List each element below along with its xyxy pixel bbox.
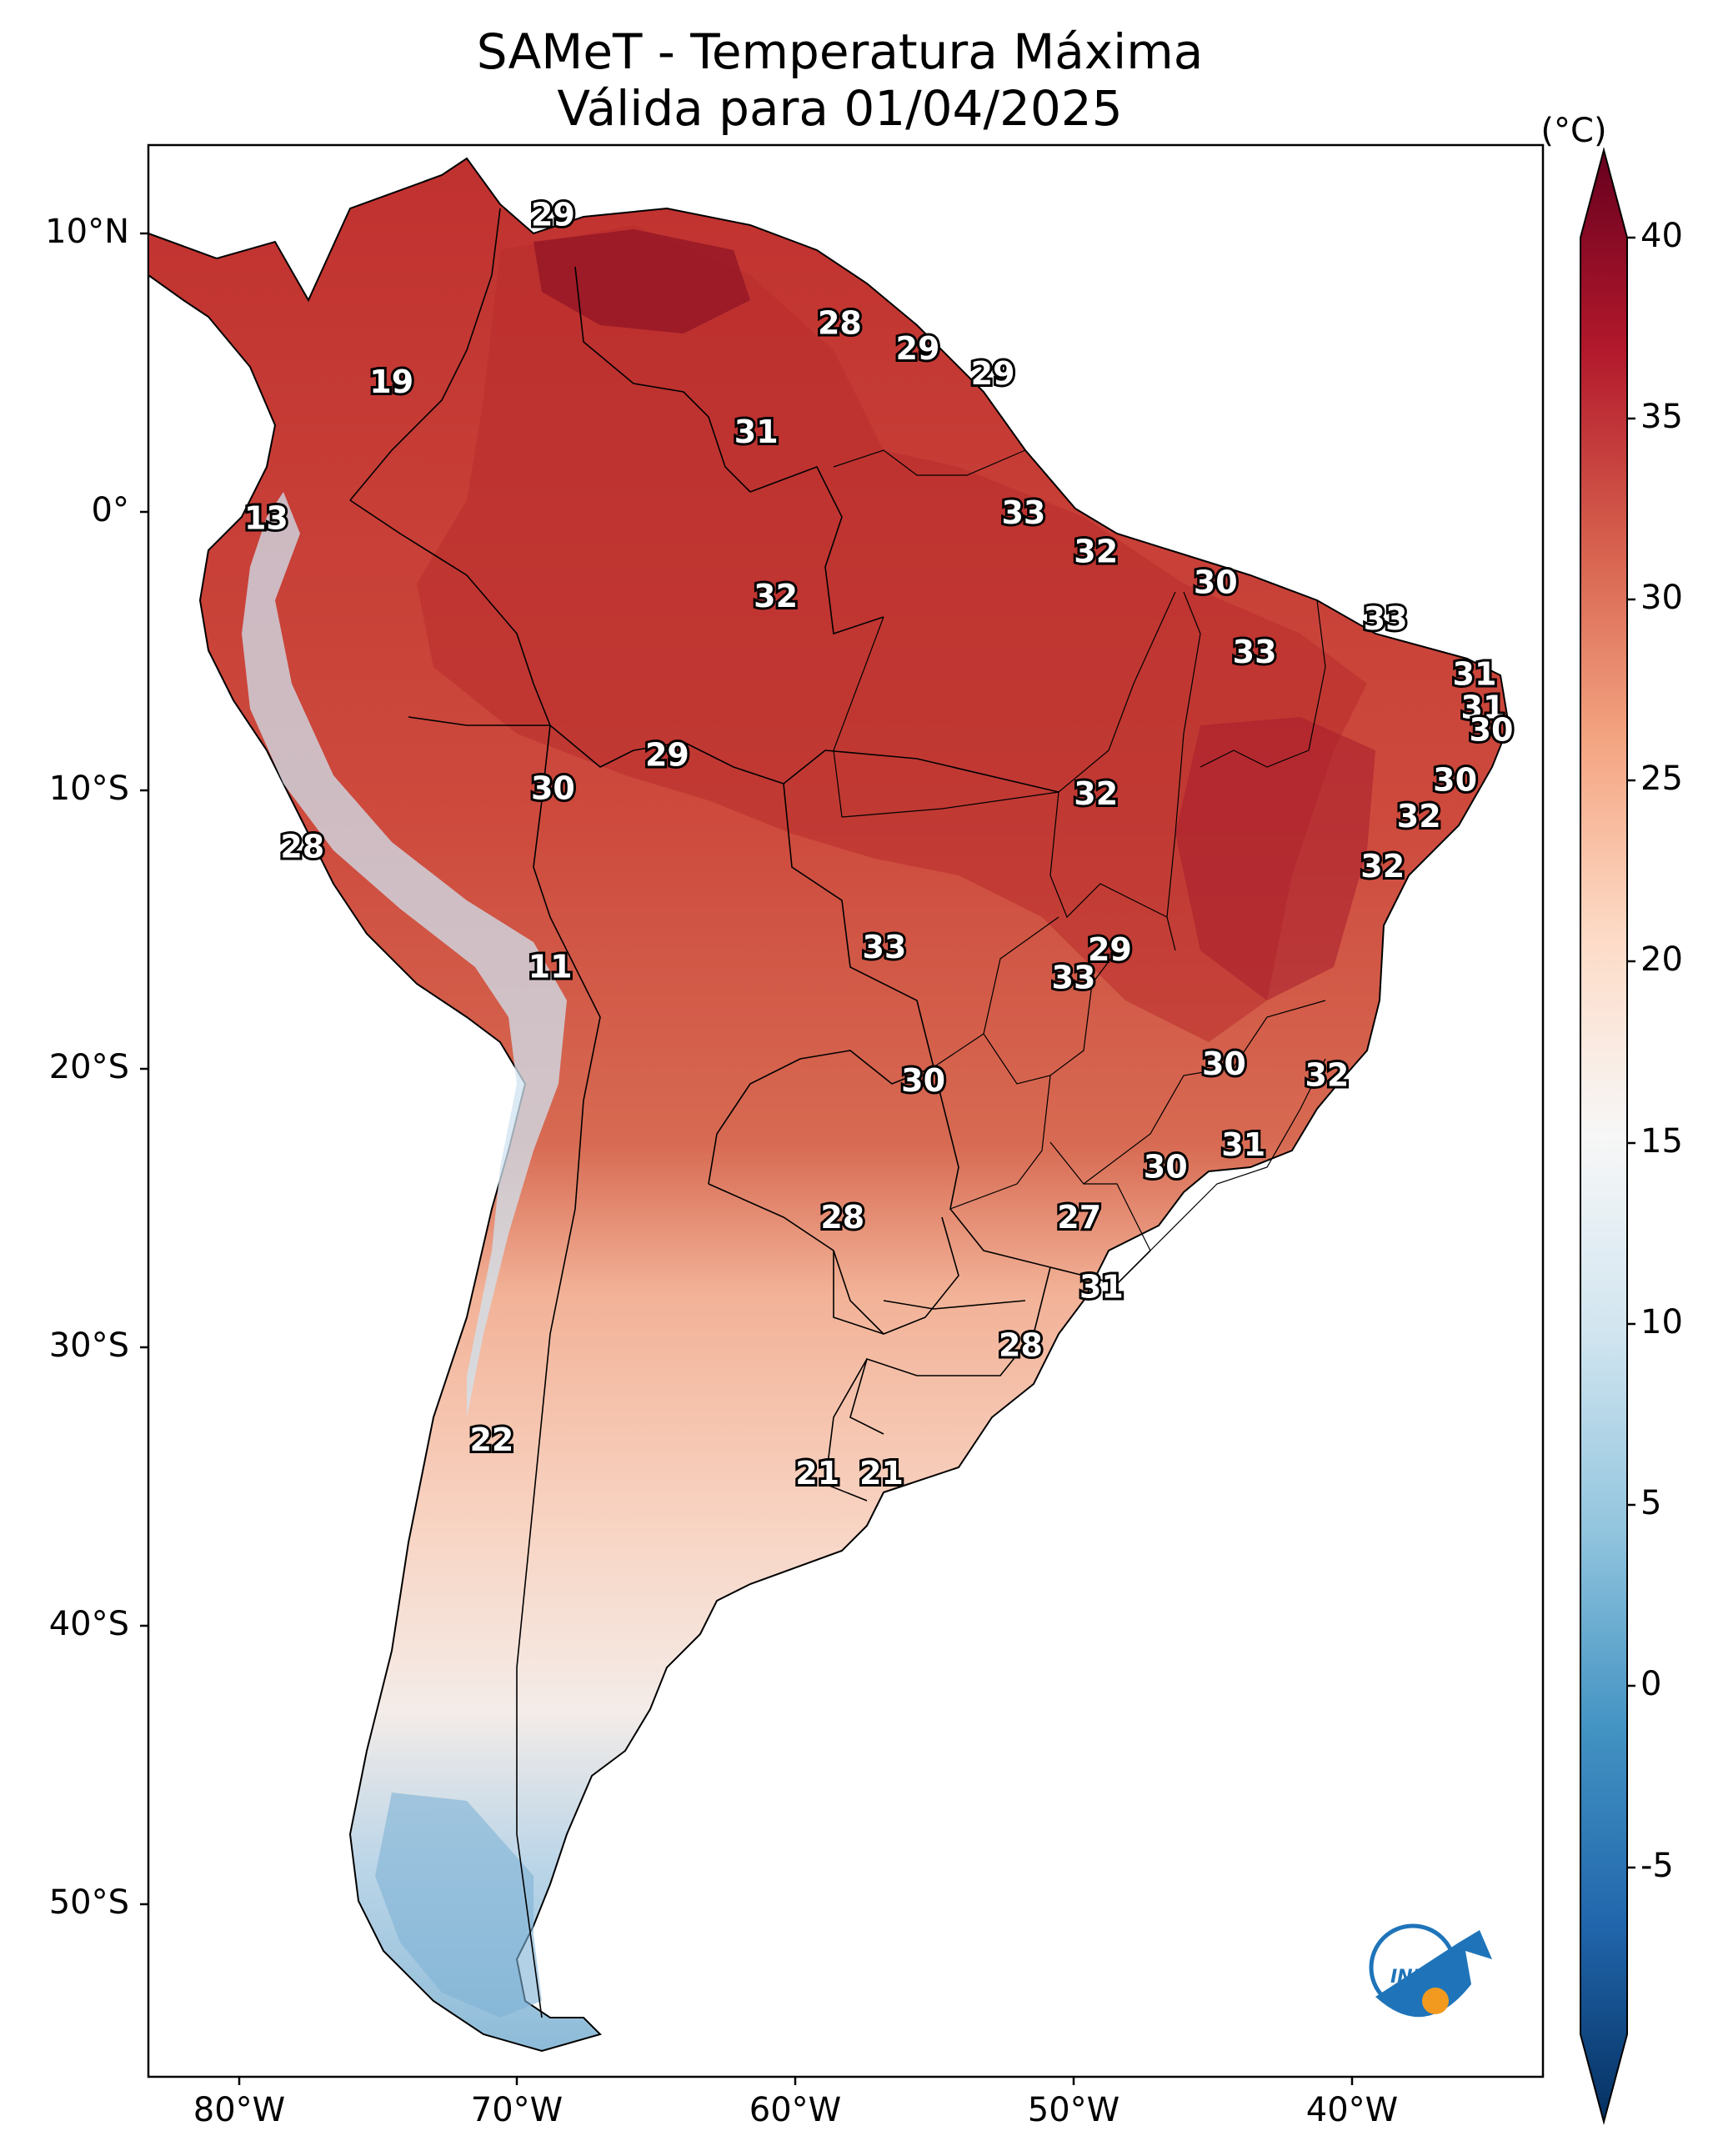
inpe-logo-text: INPE	[1390, 1967, 1439, 1988]
temperature-label-20: 32	[1397, 798, 1441, 835]
temperature-label-1: 28	[818, 305, 862, 342]
colorbar-tick-0: 0	[1640, 1665, 1661, 1703]
lat-label-30s: 30°S	[49, 1326, 129, 1365]
inpe-sun-icon	[1422, 1988, 1449, 2014]
andes-cool-band	[242, 492, 567, 1417]
temperature-label-8: 32	[1074, 534, 1118, 570]
temperature-label-4: 19	[369, 364, 413, 400]
lat-label-50s: 50°S	[49, 1883, 129, 1922]
temperature-label-34: 31	[1079, 1268, 1124, 1305]
temperature-label-12: 33	[1233, 634, 1277, 670]
temperature-label-23: 33	[862, 929, 906, 965]
temperature-label-27: 30	[1202, 1045, 1246, 1082]
temperature-label-30: 31	[1221, 1126, 1265, 1163]
hot-zone-bahia	[1175, 717, 1375, 1000]
axis-ticks	[140, 232, 1354, 2085]
temperature-label-36: 22	[469, 1421, 513, 1458]
temperature-label-33: 27	[1057, 1199, 1101, 1236]
country-borders	[349, 208, 1151, 2018]
colorbar-tick-25: 25	[1640, 760, 1683, 798]
temperature-label-11: 32	[754, 578, 798, 614]
temperature-label-0: 29	[531, 197, 575, 233]
temperature-label-3: 29	[971, 355, 1015, 392]
temperature-label-22: 32	[1360, 848, 1405, 885]
temperature-label-21: 28	[280, 829, 324, 865]
temperature-label-14: 31	[1461, 689, 1505, 726]
lon-label-40w: 40°W	[1306, 2091, 1398, 2129]
temperature-label-24: 29	[1088, 931, 1132, 968]
temperature-label-10: 33	[1364, 600, 1408, 637]
temperature-label-29: 30	[901, 1062, 945, 1099]
colorbar-tick-20: 20	[1640, 940, 1683, 979]
temperature-label-2: 29	[896, 330, 940, 367]
lat-label-10n: 10°N	[45, 213, 129, 251]
temperature-label-13: 31	[1453, 656, 1497, 693]
temperature-label-26: 11	[528, 948, 573, 985]
colorbar-tick-15: 15	[1640, 1122, 1683, 1161]
temperature-label-31: 30	[1144, 1149, 1188, 1186]
temperature-label-37: 21	[795, 1455, 839, 1492]
temperature-label-15: 30	[1470, 711, 1514, 748]
map-subtitle: Válida para 01/04/2025	[557, 80, 1123, 137]
colorbar-tick-40: 40	[1640, 217, 1683, 255]
lon-label-70w: 70°W	[471, 2091, 563, 2129]
lat-label-40s: 40°S	[49, 1605, 129, 1643]
lat-label-10s: 10°S	[49, 770, 129, 808]
colorbar-tick-35: 35	[1640, 398, 1683, 436]
temperature-label-17: 30	[531, 770, 575, 807]
map-title: SAMeT - Temperatura Máxima	[476, 23, 1204, 80]
colorbar-unit: (°C)	[1540, 112, 1606, 150]
hottest-zone-venezuela	[533, 229, 750, 333]
lat-label-0: 0°	[92, 491, 129, 529]
state-borders	[833, 449, 1326, 1251]
temperature-label-9: 30	[1194, 564, 1238, 600]
temperature-label-5: 31	[734, 414, 779, 450]
inpe-arrow-icon	[1375, 1930, 1492, 2018]
lon-label-50w: 50°W	[1028, 2091, 1119, 2129]
colorbar-scale	[1580, 147, 1628, 2125]
colorbar-tick-30: 30	[1640, 579, 1683, 617]
temperature-label-32: 28	[820, 1199, 864, 1236]
temperature-label-25: 33	[1052, 960, 1096, 996]
temperature-label-38: 21	[859, 1455, 904, 1492]
colorbar-tick-minus5: -5	[1640, 1847, 1674, 1885]
colorbar-tick-10: 10	[1640, 1303, 1683, 1341]
patagonia-cold-zone	[375, 1792, 542, 2018]
lon-label-60w: 60°W	[749, 2091, 841, 2129]
temperature-label-35: 28	[999, 1327, 1043, 1364]
temperature-label-28: 32	[1305, 1057, 1349, 1094]
temperature-label-16: 29	[645, 736, 689, 773]
temperature-label-18: 32	[1074, 775, 1118, 812]
colorbar-tick-5: 5	[1640, 1484, 1661, 1522]
colorbar: (°C) 40 35 30 25 20 15 10 5 0 -5	[1540, 112, 1683, 2125]
inpe-logo: INPE	[1369, 1923, 1492, 2018]
temperature-label-19: 30	[1433, 762, 1477, 799]
lon-label-80w: 80°W	[193, 2091, 285, 2129]
temperature-label-7: 33	[1001, 494, 1045, 531]
lat-label-20s: 20°S	[49, 1048, 129, 1086]
hot-interior-zone	[417, 225, 1367, 1042]
temperature-label-6: 13	[244, 500, 288, 537]
